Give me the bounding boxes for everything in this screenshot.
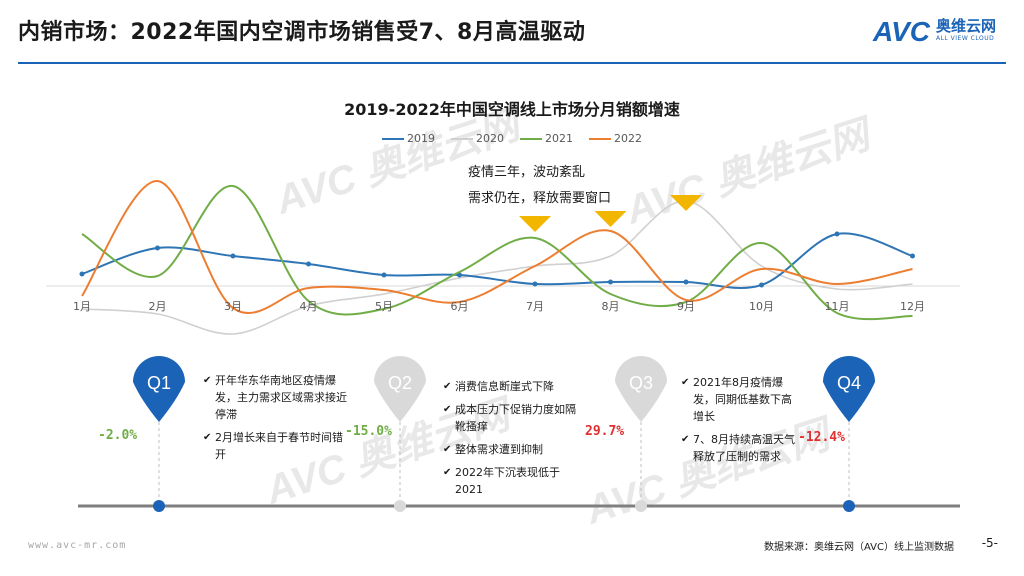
footer-url: www.avc-mr.com <box>28 540 127 551</box>
x-tick-label: 3月 <box>224 300 242 313</box>
q2-bullet: 消费信息断崖式下降 <box>443 378 583 395</box>
legend-swatch-2022 <box>589 137 611 140</box>
point-2019-5 <box>381 272 387 278</box>
point-2019-6 <box>457 272 462 278</box>
highlight-triangle <box>519 216 551 232</box>
quarter-marker-q3 <box>615 356 667 422</box>
quarter-marker-q1 <box>133 356 185 422</box>
point-2019-8 <box>608 279 613 285</box>
point-2019-3 <box>230 253 236 259</box>
legend-swatch-2019 <box>382 137 404 140</box>
quarter-marker-q4 <box>823 356 875 422</box>
timeline-dot <box>635 500 647 512</box>
legend-swatch-2020 <box>451 137 473 140</box>
q4-growth: -12.4% <box>798 430 845 445</box>
series-line-2021 <box>81 184 913 321</box>
annotation-line-1: 疫情三年，波动紊乱 <box>468 165 586 180</box>
page-number: -5- <box>981 536 998 550</box>
legend-item-2020: 2020 <box>451 132 504 145</box>
x-tick-label: 11月 <box>825 300 850 313</box>
logo-en-text: ALL VIEW CLOUD <box>935 35 995 42</box>
chart-annotation: 疫情三年，波动紊乱 需求仍在，释放需要窗口 <box>468 160 648 212</box>
point-2019-2 <box>155 245 160 251</box>
q3-bullet: 2021年8月疫情爆发，同期低基数下高增长 <box>681 374 801 425</box>
x-tick-label: 9月 <box>677 300 695 313</box>
highlight-triangle <box>670 195 702 211</box>
x-tick-label: 1月 <box>73 300 91 313</box>
highlight-triangle <box>594 211 627 227</box>
q3-bullet: 7、8月持续高温天气释放了压制的需求 <box>681 431 801 465</box>
timeline-dot <box>394 500 406 512</box>
logo-avc-text: AVC <box>872 16 930 47</box>
q1-bullet: 开年华东华南地区疫情爆发，主力需求区域需求接近停滞 <box>203 372 353 423</box>
q1-bullets: 开年华东华南地区疫情爆发，主力需求区域需求接近停滞 2月增长来自于春节时间错开 <box>203 372 353 469</box>
q2-bullet: 2022年下沉表现低于2021 <box>443 464 583 498</box>
x-tick-label: 6月 <box>451 300 469 313</box>
quarter-label: Q3 <box>629 373 653 393</box>
series-line-2022 <box>81 179 913 315</box>
page-title: 内销市场：2022年国内空调市场销售受7、8月高温驱动 <box>18 20 586 45</box>
q2-bullet: 整体需求遭到抑制 <box>443 441 583 458</box>
chart-title: 2019-2022年中国空调线上市场分月销额增速 <box>344 100 680 119</box>
annotation-line-2: 需求仍在，释放需要窗口 <box>468 191 612 206</box>
x-tick-label: 4月 <box>300 300 318 313</box>
q3-bullets: 2021年8月疫情爆发，同期低基数下高增长 7、8月持续高温天气释放了压制的需求 <box>681 374 801 471</box>
logo-cn-text: 奥维云网 <box>935 17 996 35</box>
point-2019-11 <box>834 231 840 237</box>
header-divider <box>18 62 1006 64</box>
quarter-label: Q1 <box>147 373 171 393</box>
point-2019-12 <box>910 253 915 259</box>
legend-item-2019: 2019 <box>382 132 435 145</box>
point-2019-10 <box>759 282 764 288</box>
avc-logo: AVC 奥维云网 ALL VIEW CLOUD <box>873 18 996 46</box>
data-source: 数据来源：奥维云网（AVC）线上监测数据 <box>763 542 954 553</box>
q3-growth: 29.7% <box>585 424 625 439</box>
q1-growth: -2.0% <box>98 428 138 443</box>
quarter-label: Q2 <box>388 373 412 393</box>
chart-legend: 2019 2020 2021 2022 <box>0 132 1024 145</box>
q1-bullet: 2月增长来自于春节时间错开 <box>203 429 353 463</box>
point-2019-4 <box>306 261 311 267</box>
series-line-2019 <box>81 232 913 289</box>
timeline-dot <box>153 500 165 512</box>
legend-swatch-2021 <box>520 137 542 140</box>
x-tick-label: 5月 <box>375 300 393 313</box>
x-tick-label: 12月 <box>900 300 925 313</box>
x-tick-label: 2月 <box>149 300 167 313</box>
q2-bullets: 消费信息断崖式下降 成本压力下促销力度如隔靴搔痒 整体需求遭到抑制 2022年下… <box>443 378 583 504</box>
point-2019-7 <box>532 281 538 287</box>
x-tick-label: 7月 <box>526 300 544 313</box>
legend-item-2021: 2021 <box>520 132 573 145</box>
legend-item-2022: 2022 <box>589 132 642 145</box>
series-line-2020 <box>81 200 913 335</box>
point-2019-1 <box>79 271 85 277</box>
x-tick-label: 10月 <box>749 300 774 313</box>
quarter-marker-q2 <box>374 356 426 422</box>
x-tick-label: 8月 <box>602 300 620 313</box>
timeline-dot <box>843 500 855 512</box>
quarter-label: Q4 <box>837 373 861 393</box>
point-2019-9 <box>683 279 689 285</box>
q2-growth: -15.0% <box>345 424 392 439</box>
q2-bullet: 成本压力下促销力度如隔靴搔痒 <box>443 401 583 435</box>
